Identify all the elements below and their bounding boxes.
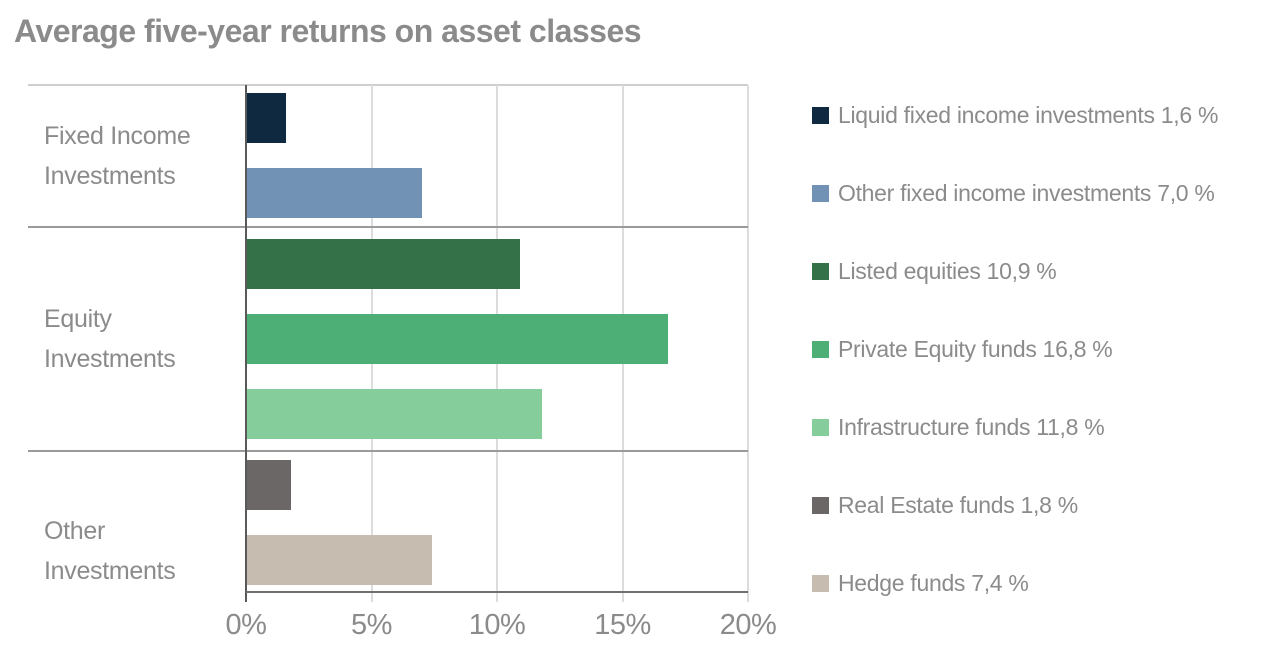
bar-infrastructure-funds (246, 389, 543, 439)
bar-listed-equities (246, 239, 520, 289)
x-tick-label-5: 5% (351, 609, 392, 641)
legend-swatch (812, 107, 829, 124)
category-label-line: Fixed Income (44, 121, 191, 150)
legend-label: Real Estate funds 1,8 % (838, 492, 1078, 518)
legend-item-listed-equities-10-9: Listed equities 10,9 % (812, 258, 1218, 285)
x-axis-line (246, 591, 748, 593)
bar-liquid-fixed-income-investments (246, 93, 287, 144)
legend-label: Private Equity funds 16,8 % (838, 336, 1113, 362)
legend-swatch (812, 185, 829, 202)
legend-swatch (812, 419, 829, 436)
category-label: Other Investments (0, 451, 246, 593)
x-tick-label-10: 10% (468, 609, 526, 641)
plot-area: Fixed Income Investments Equity Investments… (0, 84, 777, 641)
group-row-fixed-income-investments: Fixed Income Investments (0, 85, 748, 227)
bar-hedge-funds (246, 534, 432, 585)
group-row-other-investments: Other Investments (0, 450, 748, 593)
category-label: Equity Investments (0, 227, 246, 452)
legend-item-real-estate-funds-1-8: Real Estate funds 1,8 % (812, 492, 1218, 519)
x-axis-tick-labels: 0% 5% 10% 15% 20% (226, 609, 777, 645)
legend-swatch (812, 341, 829, 358)
legend-label: Liquid fixed income investments 1,6 % (838, 102, 1219, 128)
legend-swatch (812, 575, 829, 592)
category-label-line: Investments (44, 557, 176, 586)
legend-item-infrastructure-funds-11-8: Infrastructure funds 11,8 % (812, 414, 1218, 441)
legend-label: Hedge funds 7,4 % (838, 570, 1029, 596)
legend-swatch (812, 263, 829, 280)
chart-title: Average five-year returns on asset class… (14, 13, 642, 49)
category-label-line: Investments (44, 345, 176, 373)
category-label-line: Other (44, 517, 106, 546)
legend-item-liquid-fixed-income-investments-1-6: Liquid fixed income investments 1,6 % (812, 102, 1218, 129)
legend-label: Listed equities 10,9 % (838, 258, 1057, 284)
x-tick-label-0: 0% (225, 609, 267, 641)
legend-label: Infrastructure funds 11,8 % (838, 414, 1105, 440)
x-tick-label-20: 20% (719, 609, 777, 641)
legend-item-other-fixed-income-investments-7-0: Other fixed income investments 7,0 % (812, 180, 1218, 207)
category-label: Fixed Income Investments (0, 85, 246, 227)
plot-top-border (28, 84, 748, 86)
legend-item-hedge-funds-7-4: Hedge funds 7,4 % (812, 570, 1218, 597)
group-bars (246, 451, 748, 593)
group-bars (246, 227, 748, 452)
legend: Liquid fixed income investments 1,6 % Oth… (812, 102, 1218, 597)
bar-groups: Fixed Income Investments Equity Investments… (0, 85, 748, 593)
y-axis-line (245, 85, 247, 602)
legend-item-private-equity-funds-16-8: Private Equity funds 16,8 % (812, 336, 1218, 363)
x-tick-label-15: 15% (594, 609, 651, 641)
bar-other-fixed-income-investments (246, 168, 422, 219)
gridline-20 (747, 85, 749, 602)
category-label-line: Investments (44, 161, 176, 190)
group-row-equity-investments: Equity Investments (0, 225, 748, 452)
legend-swatch (812, 497, 829, 514)
bar-real-estate-funds (246, 459, 292, 510)
group-bars (246, 85, 748, 227)
category-label-line: Equity (44, 305, 112, 333)
legend-label: Other fixed income investments 7,0 % (838, 180, 1215, 206)
bar-private-equity-funds (246, 314, 668, 364)
